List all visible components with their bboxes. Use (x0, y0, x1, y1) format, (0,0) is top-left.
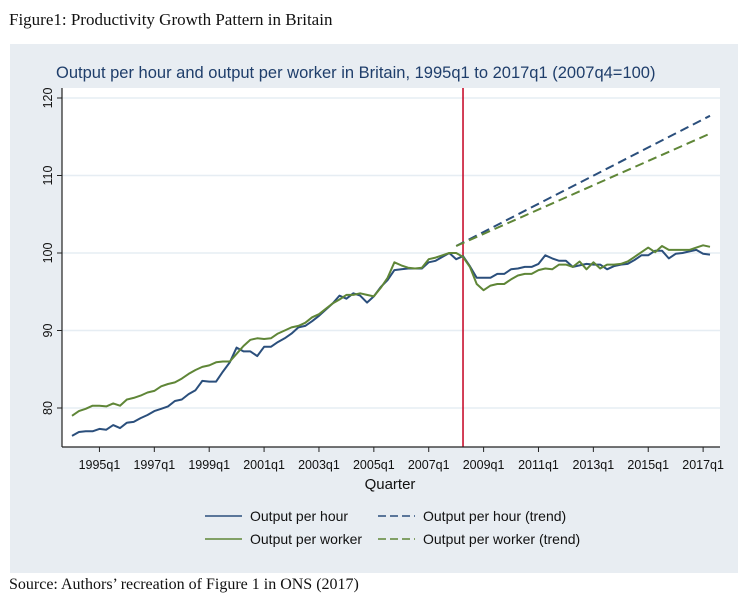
x-tick-label: 2007q1 (408, 458, 450, 472)
y-tick-label: 90 (41, 324, 55, 338)
x-tick-label: 2005q1 (353, 458, 395, 472)
output-per-hour-trend-line (455, 114, 711, 247)
x-tick-label: 2011q1 (518, 458, 559, 472)
y-tick-label: 80 (41, 401, 55, 415)
y-tick-label: 100 (41, 243, 55, 264)
legend: Output per hour Output per worker Output p… (205, 508, 580, 547)
x-tick-label: 1997q1 (133, 458, 175, 472)
x-tick-label: 1999q1 (188, 458, 230, 472)
chart-title: Output per hour and output per worker in… (56, 64, 655, 82)
x-tick-label: 2001q1 (243, 458, 285, 472)
x-tick-label: 2013q1 (573, 458, 615, 472)
x-axis-title: Quarter (365, 476, 416, 493)
y-tick-label: 110 (41, 165, 55, 185)
figure-caption: Figure1: Productivity Growth Pattern in … (9, 10, 333, 29)
source-note: Source: Authors’ recreation of Figure 1 … (9, 576, 359, 593)
output-per-worker-line (71, 244, 711, 417)
legend-label: Output per hour (trend) (423, 508, 566, 524)
gridlines (62, 97, 720, 409)
series-layer (71, 114, 711, 437)
output-per-worker-trend-line (455, 132, 711, 247)
x-tick-label: 2009q1 (463, 458, 505, 472)
legend-label: Output per worker (trend) (423, 531, 580, 547)
x-tick-label: 2015q1 (627, 458, 669, 472)
legend-label: Output per hour (250, 508, 348, 524)
x-tick-label: 2003q1 (298, 458, 340, 472)
plot-area (62, 88, 720, 447)
x-tick-label: 2017q1 (682, 458, 724, 472)
x-tick-label: 1995q1 (79, 458, 121, 472)
y-tick-label: 120 (41, 88, 55, 109)
axes: 80 90 100 110 120 1995q1 1997q1 1999q1 2001q1 200… (41, 88, 724, 472)
legend-label: Output per worker (250, 531, 362, 547)
